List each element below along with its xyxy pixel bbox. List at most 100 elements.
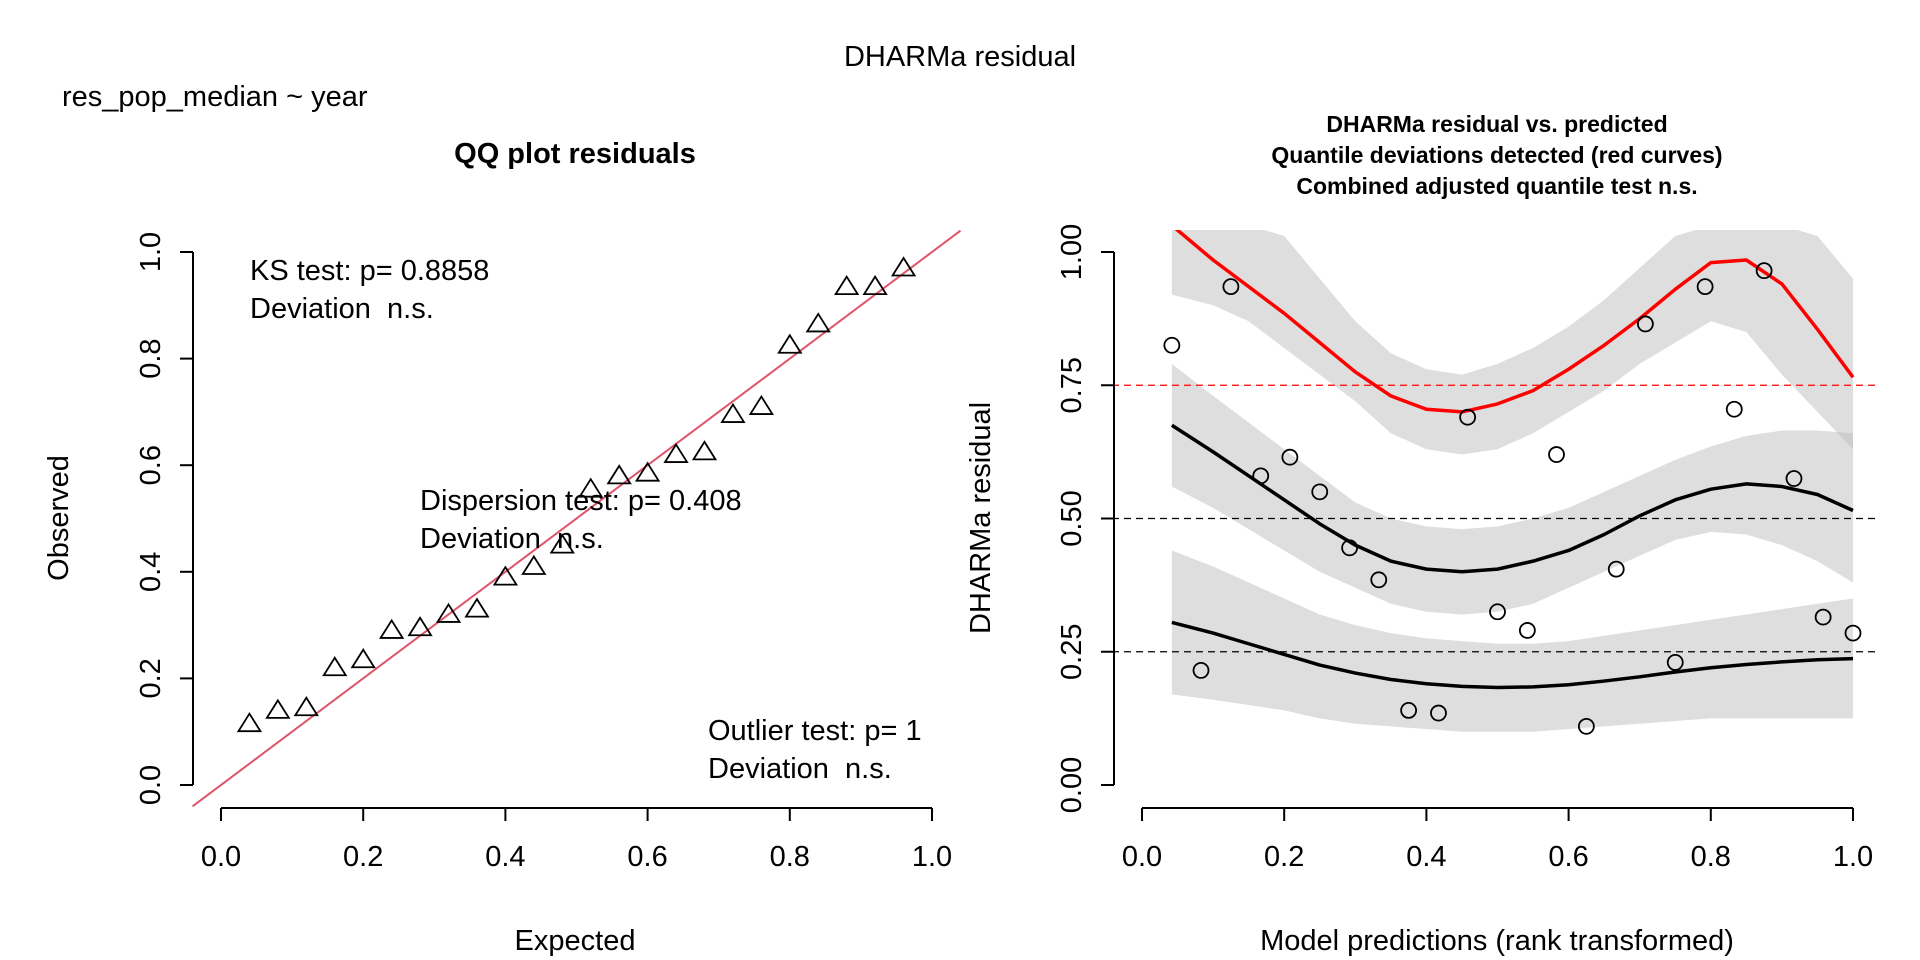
- figure-title: DHARMa residual: [844, 41, 1076, 73]
- qq-y-tick-label: 0.2: [135, 658, 167, 698]
- residual-title-line-1: DHARMa residual vs. predicted: [1326, 111, 1667, 137]
- qq-x-tick-label: 0.4: [485, 841, 525, 873]
- qq-y-tick-label: 1.0: [135, 232, 167, 272]
- quantile-curve-0.75: [1174, 230, 1855, 414]
- qq-panel: QQ plot residuals 0.0 0.2 0.4 0.6 0.8 1.00.00…: [43, 138, 962, 957]
- qq-x-tick-label: 0.2: [343, 841, 383, 873]
- qq-x-tick-label: 0.0: [201, 841, 241, 873]
- residual-point: [1548, 446, 1565, 463]
- qq-point: [691, 440, 718, 461]
- outlier-test-deviation: Deviation n.s.: [708, 753, 892, 785]
- residual-point: [1696, 278, 1714, 296]
- residual-quantile-curves: [1170, 230, 1855, 690]
- qq-point: [379, 618, 405, 639]
- residual-point: [1518, 622, 1536, 639]
- residual-y-tick-label: 0.00: [1056, 757, 1088, 813]
- qq-y-tick-label: 0.6: [135, 445, 167, 485]
- quantile-band-0.5: [1171, 363, 1853, 615]
- qq-point: [606, 464, 632, 485]
- residual-panel: DHARMa residual vs. predicted Quantile d…: [965, 111, 1880, 957]
- residual-x-tick-label: 0.6: [1548, 841, 1588, 873]
- qq-y-tick-label: 0.0: [135, 765, 167, 805]
- residual-point: [1844, 624, 1862, 642]
- residual-point: [1341, 539, 1359, 557]
- quantile-band-0.25: [1171, 550, 1853, 732]
- qq-point: [549, 533, 575, 554]
- residual-point: [1370, 571, 1388, 589]
- qq-x-label: Expected: [515, 925, 636, 957]
- qq-point: [492, 565, 519, 586]
- qq-point: [634, 461, 661, 482]
- qq-point: [777, 333, 803, 354]
- residual-x-tick-label: 0.8: [1691, 841, 1731, 873]
- residual-point: [1489, 603, 1506, 621]
- qq-point: [322, 656, 348, 677]
- residual-x-label: Model predictions (rank transformed): [1260, 925, 1734, 957]
- ks-test-text: KS test: p= 0.8858: [250, 255, 489, 287]
- qq-title: QQ plot residuals: [454, 138, 696, 170]
- qq-point: [720, 402, 746, 423]
- qq-axes: 0.0 0.2 0.4 0.6 0.8 1.0 0.0 0.2 0.4 0.6 0.8 1.0: [135, 232, 952, 873]
- residual-point: [1666, 654, 1684, 671]
- qq-point: [834, 274, 860, 296]
- qq-point: [862, 274, 888, 296]
- residual-point: [1607, 560, 1625, 578]
- residual-y-tick-label: 1.00: [1056, 224, 1088, 280]
- qq-x-tick-label: 0.8: [770, 841, 810, 873]
- residual-points: [1163, 262, 1862, 735]
- qq-point: [265, 698, 291, 719]
- residual-point: [1311, 483, 1329, 501]
- residual-point: [1725, 400, 1743, 418]
- qq-y-label: Observed: [43, 455, 75, 581]
- residual-point: [1222, 278, 1240, 296]
- residual-point: [1192, 662, 1210, 679]
- dispersion-test-text: Dispersion test: p= 0.408: [420, 485, 742, 517]
- qq-point: [805, 312, 831, 333]
- figure-subtitle: res_pop_median ~ year: [62, 81, 368, 113]
- qq-point: [407, 616, 433, 637]
- qq-y-tick-label: 0.4: [135, 552, 167, 592]
- residual-quantile-bands: [1171, 230, 1853, 732]
- residual-point: [1430, 704, 1447, 722]
- ks-test-deviation: Deviation n.s.: [250, 293, 434, 325]
- residual-point: [1755, 262, 1773, 280]
- residual-point: [1577, 717, 1595, 735]
- residual-point: [1785, 470, 1803, 487]
- residual-x-tick-label: 0.2: [1264, 841, 1304, 873]
- qq-reference-layer: [191, 229, 962, 808]
- quantile-band-0.75: [1171, 230, 1853, 455]
- residual-reference-lines: [1112, 384, 1880, 653]
- residual-point: [1814, 608, 1832, 626]
- qq-x-tick-label: 1.0: [912, 841, 952, 873]
- residual-x-tick-label: 1.0: [1833, 841, 1873, 873]
- qq-point: [464, 597, 490, 618]
- residual-axes: 0.0 0.2 0.4 0.6 0.8 1.0 0.00 0.25 0.50 0.75 1.00: [1056, 224, 1873, 873]
- residual-y-label: DHARMa residual: [965, 402, 997, 634]
- residual-title-line-2: Quantile deviations detected (red curves…: [1271, 142, 1722, 168]
- qq-x-tick-label: 0.6: [627, 841, 667, 873]
- residual-point: [1163, 336, 1181, 354]
- residual-point: [1636, 315, 1654, 333]
- residual-x-tick-label: 0.0: [1122, 841, 1162, 873]
- qq-point: [293, 696, 319, 717]
- quantile-curve-0.5: [1170, 423, 1854, 574]
- dispersion-test-deviation: Deviation n.s.: [420, 523, 604, 555]
- residual-title-line-3: Combined adjusted quantile test n.s.: [1296, 173, 1697, 199]
- outlier-test-text: Outlier test: p= 1: [708, 715, 922, 747]
- residual-point: [1459, 408, 1477, 426]
- quantile-curve-0.25: [1171, 620, 1854, 690]
- qq-reference-line: [191, 229, 962, 808]
- qq-point: [521, 554, 547, 575]
- qq-point: [748, 394, 774, 415]
- residual-point: [1252, 467, 1270, 485]
- qq-point: [435, 602, 462, 623]
- qq-point: [663, 442, 689, 463]
- residual-y-tick-label: 0.25: [1056, 624, 1088, 680]
- qq-point: [350, 648, 376, 669]
- residual-point: [1281, 448, 1299, 466]
- qq-y-tick-label: 0.8: [135, 338, 167, 378]
- qq-point: [236, 712, 263, 733]
- residual-point: [1400, 701, 1418, 719]
- residual-y-tick-label: 0.75: [1056, 357, 1088, 413]
